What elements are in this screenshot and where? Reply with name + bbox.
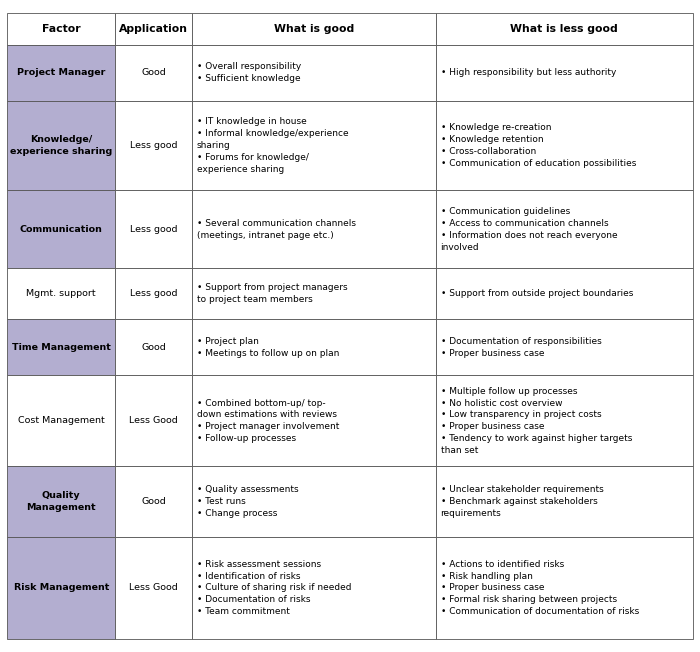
Bar bbox=[193, 13, 435, 45]
Bar bbox=[193, 269, 435, 319]
Text: Knowledge/
experience sharing: Knowledge/ experience sharing bbox=[10, 135, 112, 156]
Bar bbox=[116, 101, 192, 190]
Bar bbox=[435, 376, 693, 466]
Bar bbox=[193, 537, 435, 639]
Bar bbox=[116, 376, 192, 466]
Bar bbox=[116, 537, 192, 639]
Bar bbox=[7, 319, 116, 376]
Text: • Multiple follow up processes
• No holistic cost overview
• Low transparency in: • Multiple follow up processes • No holi… bbox=[440, 387, 632, 454]
Bar bbox=[7, 101, 116, 190]
Text: Factor: Factor bbox=[42, 24, 80, 34]
Bar bbox=[193, 101, 435, 190]
Text: Less Good: Less Good bbox=[130, 584, 178, 593]
Text: • IT knowledge in house
• Informal knowledge/experience
sharing
• Forums for kno: • IT knowledge in house • Informal knowl… bbox=[197, 117, 349, 173]
Bar bbox=[116, 13, 192, 45]
Text: Good: Good bbox=[141, 497, 166, 506]
Bar bbox=[435, 269, 693, 319]
Text: • Support from project managers
to project team members: • Support from project managers to proje… bbox=[197, 284, 348, 304]
Text: Time Management: Time Management bbox=[12, 343, 111, 351]
Bar bbox=[7, 13, 116, 45]
Text: • Combined bottom-up/ top-
down estimations with reviews
• Project manager invol: • Combined bottom-up/ top- down estimati… bbox=[197, 398, 340, 443]
Bar bbox=[7, 537, 116, 639]
Bar bbox=[435, 190, 693, 269]
Text: Mgmt. support: Mgmt. support bbox=[27, 289, 96, 298]
Text: Application: Application bbox=[119, 24, 188, 34]
Bar bbox=[193, 45, 435, 101]
Text: Risk Management: Risk Management bbox=[13, 584, 109, 593]
Text: • Communication guidelines
• Access to communication channels
• Information does: • Communication guidelines • Access to c… bbox=[440, 207, 617, 252]
Bar bbox=[435, 319, 693, 376]
Text: • Documentation of responsibilities
• Proper business case: • Documentation of responsibilities • Pr… bbox=[440, 337, 601, 358]
Bar bbox=[435, 101, 693, 190]
Text: Communication: Communication bbox=[20, 225, 103, 234]
Bar bbox=[7, 190, 116, 269]
Text: Good: Good bbox=[141, 343, 166, 351]
Bar bbox=[7, 45, 116, 101]
Text: What is good: What is good bbox=[274, 24, 354, 34]
Bar bbox=[435, 45, 693, 101]
Text: • Support from outside project boundaries: • Support from outside project boundarie… bbox=[440, 289, 633, 298]
Bar bbox=[193, 376, 435, 466]
Bar bbox=[435, 537, 693, 639]
Text: Good: Good bbox=[141, 68, 166, 78]
Text: Cost Management: Cost Management bbox=[18, 416, 104, 425]
Text: • Risk assessment sessions
• Identification of risks
• Culture of sharing risk i: • Risk assessment sessions • Identificat… bbox=[197, 560, 351, 616]
Bar bbox=[435, 13, 693, 45]
Bar bbox=[7, 466, 116, 537]
Text: • Knowledge re-creation
• Knowledge retention
• Cross-collaboration
• Communicat: • Knowledge re-creation • Knowledge rete… bbox=[440, 123, 636, 168]
Text: • Several communication channels
(meetings, intranet page etc.): • Several communication channels (meetin… bbox=[197, 219, 356, 240]
Text: • Actions to identified risks
• Risk handling plan
• Proper business case
• Form: • Actions to identified risks • Risk han… bbox=[440, 560, 639, 616]
Bar bbox=[193, 466, 435, 537]
Text: • Project plan
• Meetings to follow up on plan: • Project plan • Meetings to follow up o… bbox=[197, 337, 340, 358]
Bar bbox=[116, 190, 192, 269]
Text: Quality
Management: Quality Management bbox=[27, 491, 96, 512]
Text: Less good: Less good bbox=[130, 141, 178, 150]
Text: • High responsibility but less authority: • High responsibility but less authority bbox=[440, 68, 616, 78]
Bar bbox=[193, 190, 435, 269]
Bar bbox=[116, 466, 192, 537]
Text: Less good: Less good bbox=[130, 289, 178, 298]
Bar bbox=[116, 45, 192, 101]
Text: • Quality assessments
• Test runs
• Change process: • Quality assessments • Test runs • Chan… bbox=[197, 485, 299, 518]
Text: • Unclear stakeholder requirements
• Benchmark against stakeholders
requirements: • Unclear stakeholder requirements • Ben… bbox=[440, 485, 603, 518]
Text: Less Good: Less Good bbox=[130, 416, 178, 425]
Text: Less good: Less good bbox=[130, 225, 178, 234]
Bar bbox=[435, 466, 693, 537]
Bar bbox=[116, 319, 192, 376]
Bar bbox=[193, 319, 435, 376]
Text: What is less good: What is less good bbox=[510, 24, 618, 34]
Text: Project Manager: Project Manager bbox=[17, 68, 106, 78]
Bar bbox=[7, 269, 116, 319]
Text: • Overall responsibility
• Sufficient knowledge: • Overall responsibility • Sufficient kn… bbox=[197, 63, 301, 83]
Bar bbox=[116, 269, 192, 319]
Bar bbox=[7, 376, 116, 466]
